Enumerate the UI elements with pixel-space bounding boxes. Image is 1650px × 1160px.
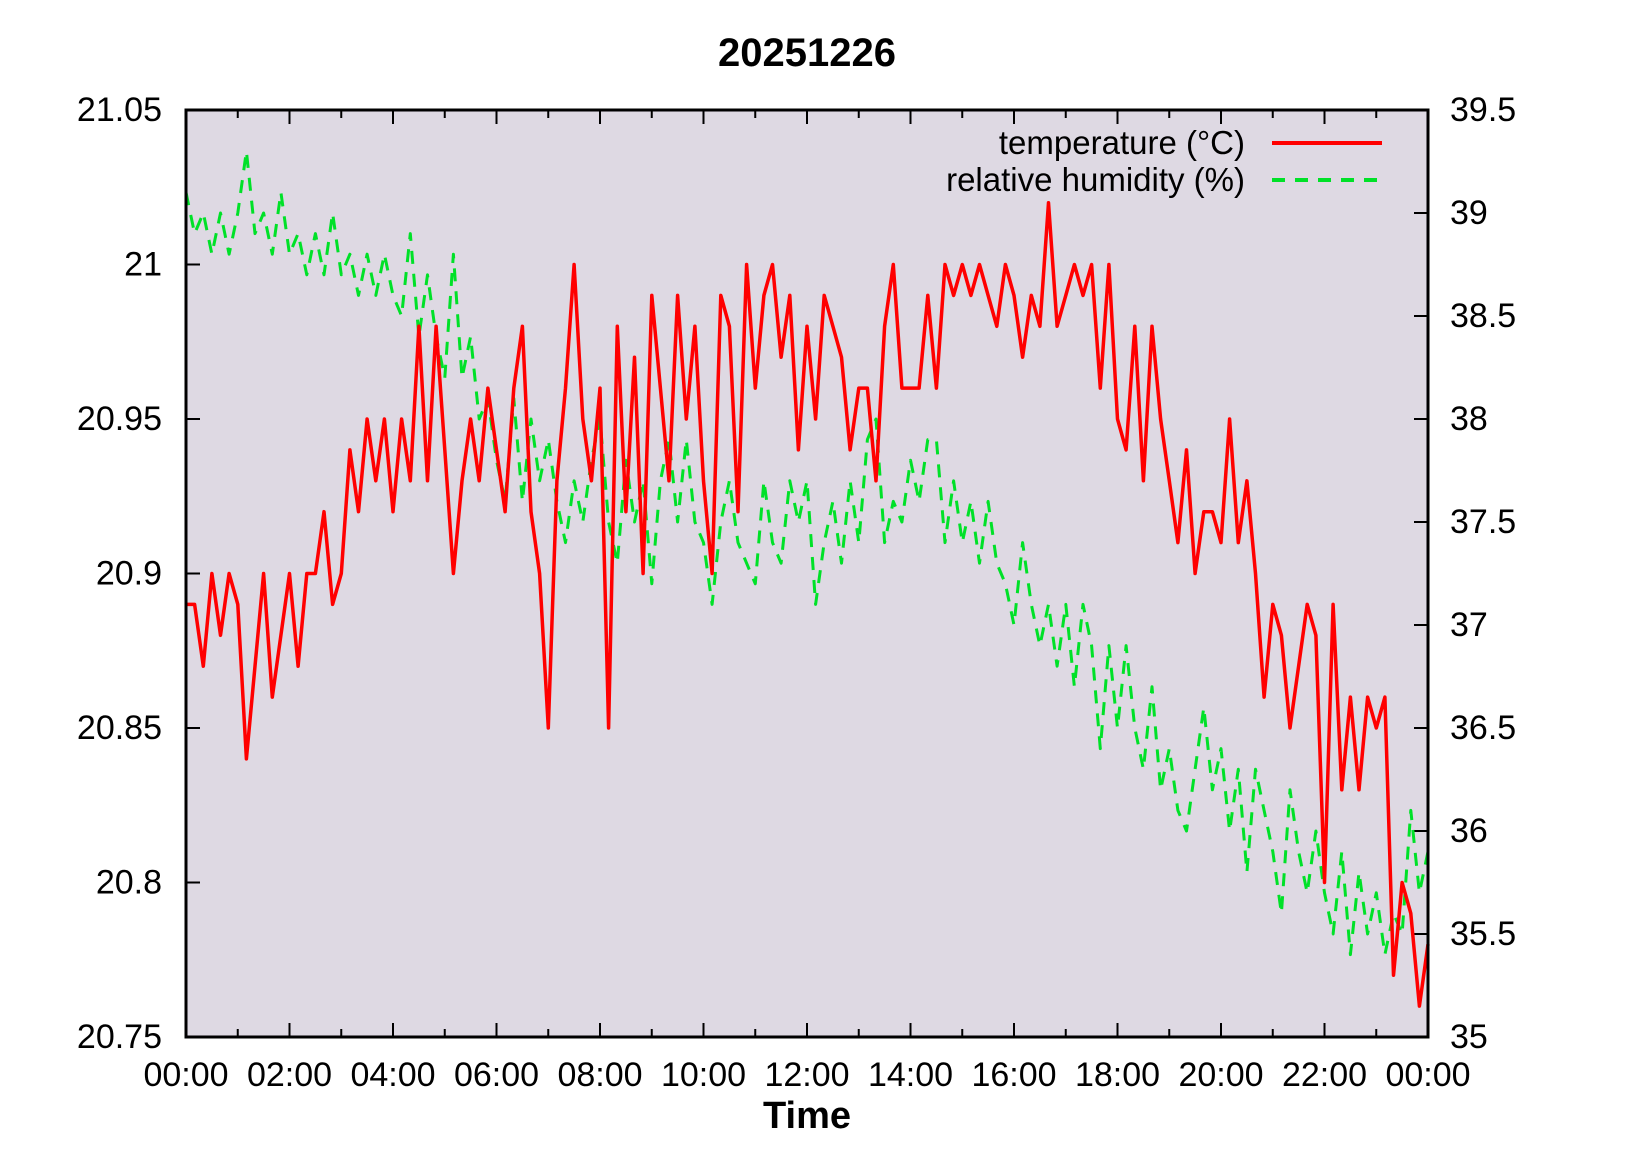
y-right-tick-label: 38 xyxy=(1450,400,1488,438)
plot-dynamic-layer: 00:00 02:00 04:00 06:00 08:00 10:00 12:00 14:00… xyxy=(77,91,1516,1094)
y-left-tick-label: 20.8 xyxy=(96,864,162,902)
y-left-tick-label: 20.95 xyxy=(77,400,162,438)
y-right-tick-label: 35.5 xyxy=(1450,915,1516,953)
x-axis-tick-label: 00:00 xyxy=(143,1056,228,1094)
x-axis-tick-label: 12:00 xyxy=(764,1056,849,1094)
x-axis-tick-label: 08:00 xyxy=(557,1056,642,1094)
chart-title: 20251226 xyxy=(718,31,896,75)
y-right-tick-label: 38.5 xyxy=(1450,297,1516,335)
x-axis-tick-label: 20:00 xyxy=(1178,1056,1263,1094)
temperature-series-line xyxy=(186,200,1430,1008)
legend-label-humidity: relative humidity (%) xyxy=(946,161,1245,198)
y-left-tick-label: 21.05 xyxy=(77,91,162,129)
y-right-tick-label: 35 xyxy=(1450,1018,1488,1056)
x-axis-tick-label: 02:00 xyxy=(247,1056,332,1094)
y-right-tick-label: 36 xyxy=(1450,812,1488,850)
x-axis-tick-label: 06:00 xyxy=(454,1056,539,1094)
humidity-series-line xyxy=(184,149,1430,957)
y-left-tick-label: 20.75 xyxy=(77,1018,162,1056)
y-right-tick-label: 37.5 xyxy=(1450,503,1516,541)
x-axis-tick-label: 04:00 xyxy=(350,1056,435,1094)
plot-border xyxy=(184,108,1430,1039)
plot-background xyxy=(186,110,1428,1037)
y-right-tick-label: 36.5 xyxy=(1450,709,1516,747)
y-right-tick-label: 39.5 xyxy=(1450,91,1516,129)
x-axis-tick-label: 22:00 xyxy=(1282,1056,1367,1094)
y-left-tick-label: 20.9 xyxy=(96,555,162,593)
y-right-tick-label: 39 xyxy=(1450,194,1488,232)
y-right-tick-label: 37 xyxy=(1450,606,1488,644)
x-axis-tick-label: 16:00 xyxy=(971,1056,1056,1094)
legend-label-temperature: temperature (°C) xyxy=(999,124,1245,161)
legend: temperature (°C) relative humidity (%) xyxy=(946,124,1382,198)
x-axis-tick-label: 18:00 xyxy=(1075,1056,1160,1094)
x-axis-tick-label: 14:00 xyxy=(868,1056,953,1094)
x-axis-tick-label: 10:00 xyxy=(661,1056,746,1094)
x-axis-title: Time xyxy=(763,1095,851,1137)
x-axis-tick-label: 00:00 xyxy=(1385,1056,1470,1094)
y-left-tick-label: 20.85 xyxy=(77,709,162,747)
y-left-tick-label: 21 xyxy=(124,246,162,284)
